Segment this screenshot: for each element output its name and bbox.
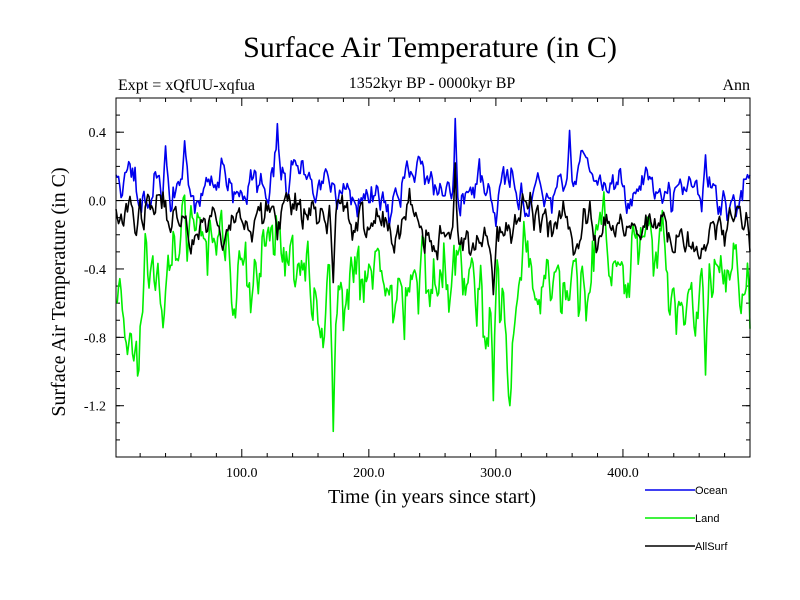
legend-label-land: Land (695, 513, 719, 525)
experiment-label: Expt = xQfUU-xqfua (118, 77, 255, 94)
legend-label-allsurf: AllSurf (695, 541, 728, 553)
time-range-label: 1352kyr BP - 0000kyr BP (349, 75, 516, 92)
series-line-allsurf (115, 162, 751, 296)
series-line-ocean (115, 117, 751, 229)
y-tick-label: -0.4 (84, 263, 106, 278)
x-tick-label: 400.0 (607, 466, 639, 481)
y-axis-label: Surface Air Temperature (in C) (48, 167, 70, 416)
y-tick-label: 0.4 (89, 126, 107, 141)
x-axis-label: Time (in years since start) (328, 486, 536, 508)
y-tick-label: -0.8 (84, 331, 106, 346)
x-tick-label: 200.0 (353, 466, 385, 481)
x-tick-label: 300.0 (480, 466, 512, 481)
y-tick-label: 0.0 (89, 195, 107, 210)
y-tick-label: -1.2 (84, 400, 106, 415)
legend-label-ocean: Ocean (695, 485, 727, 497)
plot-area: 0.4 0.0 -0.4 -0.8 -1.2 100.0 200.0 300.0 400.0 (84, 97, 751, 481)
series-line-land (115, 191, 751, 433)
plot-frame (115, 97, 751, 458)
x-tick-label: 100.0 (226, 466, 258, 481)
legend: Ocean Land AllSurf (645, 485, 728, 553)
chart-title: Surface Air Temperature (in C) (243, 31, 617, 64)
season-label: Ann (722, 77, 750, 94)
